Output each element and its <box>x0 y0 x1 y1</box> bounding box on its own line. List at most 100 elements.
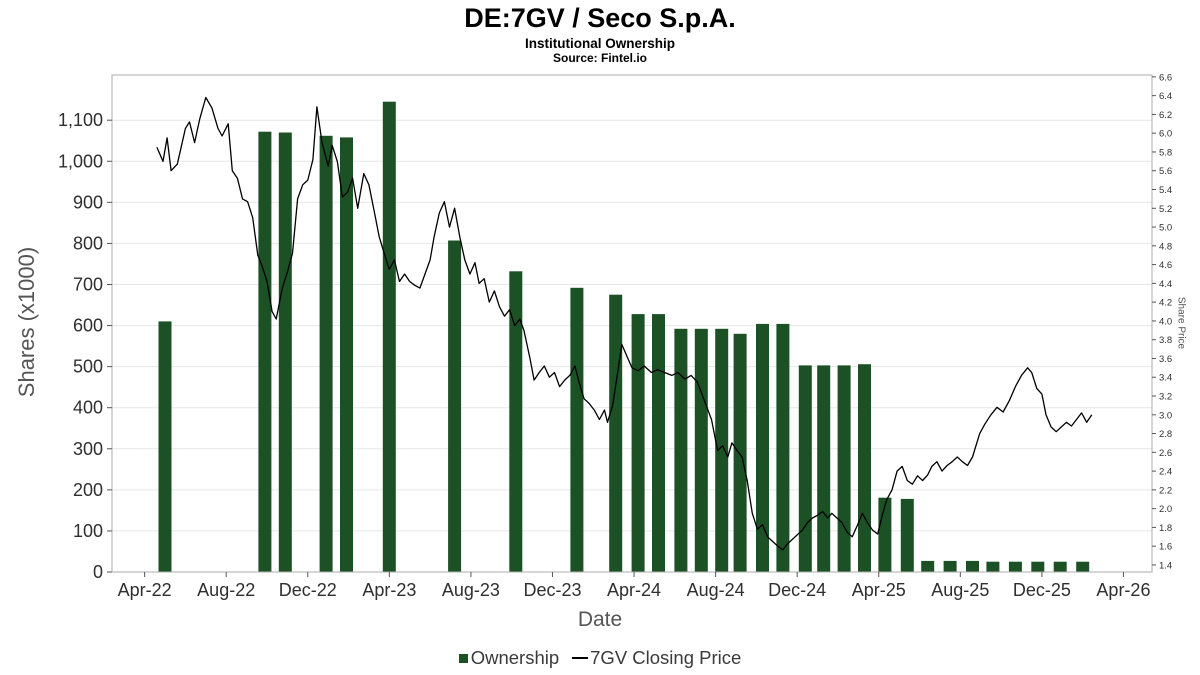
right-tick-label: 2.2 <box>1159 485 1172 496</box>
price-line-swatch <box>572 656 589 660</box>
right-tick-label: 6.0 <box>1159 129 1172 140</box>
ownership-bar <box>674 328 688 572</box>
price-line-path <box>156 96 1093 551</box>
x-axis-title: Date <box>577 608 623 631</box>
left-axis-title: Shares (x1000) <box>14 246 39 398</box>
chart-subtitle: Institutional Ownership <box>524 36 675 51</box>
right-tick-label: 2.8 <box>1159 429 1172 440</box>
x-tick-label: Apr-23 <box>362 580 416 600</box>
right-tick-label: 4.4 <box>1159 279 1172 290</box>
left-tick-label: 900 <box>73 192 103 212</box>
ownership-bar <box>837 365 851 572</box>
ownership-bar <box>448 240 462 572</box>
legend-item-ownership: Ownership <box>458 647 560 669</box>
ownership-bar <box>1053 561 1067 572</box>
ownership-bar <box>878 497 892 572</box>
ownership-bar <box>715 328 729 572</box>
x-tick-label: Dec-23 <box>523 580 581 600</box>
left-tick-label: 300 <box>73 439 103 459</box>
right-tick-label: 6.6 <box>1159 72 1172 83</box>
ownership-bar <box>382 101 396 572</box>
ownership-bar <box>1031 561 1045 572</box>
right-tick-label: 4.8 <box>1159 241 1172 252</box>
x-tick-label: Apr-25 <box>852 580 906 600</box>
ownership-bar <box>756 323 769 572</box>
ownership-bar <box>921 560 935 572</box>
x-tick-label: Aug-23 <box>442 580 500 600</box>
ownership-bar <box>900 498 914 572</box>
x-tick-label: Apr-24 <box>607 580 661 600</box>
legend-ownership-label: Ownership <box>470 647 560 668</box>
right-tick-label: 1.8 <box>1159 523 1172 534</box>
right-tick-label: 3.0 <box>1159 410 1172 421</box>
right-tick-label: 5.8 <box>1159 147 1172 158</box>
left-tick-label: 200 <box>73 480 103 500</box>
right-tick-label: 1.4 <box>1159 560 1172 571</box>
chart-title: DE:7GV / Seco S.p.A. <box>464 3 736 33</box>
left-tick-label: 700 <box>73 274 103 294</box>
left-tick-label: 1,100 <box>58 110 103 130</box>
ownership-bar <box>609 294 623 572</box>
right-tick-label: 6.4 <box>1159 91 1172 102</box>
ownership-bar <box>733 333 747 572</box>
ownership-bar <box>570 287 584 572</box>
right-tick-label: 5.2 <box>1159 204 1172 215</box>
ownership-bar <box>631 314 645 572</box>
right-tick-label: 2.4 <box>1159 467 1172 478</box>
left-tick-label: 1,000 <box>58 151 103 171</box>
ownership-bar <box>509 271 523 572</box>
right-tick-label: 3.8 <box>1159 335 1172 346</box>
chart-source: Source: Fintel.io <box>552 51 647 65</box>
legend-price-label: 7GV Closing Price <box>590 647 742 668</box>
x-tick-label: Dec-25 <box>1013 580 1071 600</box>
ownership-swatch <box>458 653 468 663</box>
x-tick-label: Aug-25 <box>931 580 989 600</box>
left-tick-label: 800 <box>73 233 103 253</box>
right-tick-label: 2.6 <box>1159 448 1172 459</box>
legend-item-closing-price: 7GV Closing Price <box>572 647 741 669</box>
right-tick-label: 4.6 <box>1159 260 1172 271</box>
ownership-bar <box>319 135 333 573</box>
ownership-bar <box>817 365 831 572</box>
x-tick-label: Dec-22 <box>279 580 337 600</box>
ownership-bar <box>776 323 790 572</box>
left-tick-label: 600 <box>73 316 103 336</box>
ownership-bar <box>1076 561 1090 572</box>
ownership-bar <box>943 560 957 572</box>
right-tick-label: 5.4 <box>1159 185 1172 196</box>
ownership-bar <box>694 328 708 572</box>
right-tick-label: 3.6 <box>1159 354 1172 365</box>
ownership-bar <box>1008 561 1022 572</box>
left-tick-label: 100 <box>73 521 103 541</box>
right-tick-label: 2.0 <box>1159 504 1172 515</box>
x-tick-label: Aug-22 <box>197 580 255 600</box>
ownership-bar <box>278 132 292 572</box>
left-tick-label: 0 <box>93 562 103 582</box>
ownership-bar <box>652 314 665 572</box>
ownership-bar <box>986 561 1000 572</box>
ownership-bar <box>798 365 812 572</box>
legend: Ownership 7GV Closing Price <box>0 647 1200 669</box>
ownership-bars <box>158 101 1090 573</box>
left-tick-label: 400 <box>73 398 103 418</box>
right-tick-label: 1.6 <box>1159 542 1172 553</box>
ownership-bar <box>340 137 353 572</box>
ownership-bar <box>858 364 871 572</box>
right-tick-label: 3.2 <box>1159 392 1172 403</box>
ownership-bar <box>258 131 272 572</box>
right-tick-label: 6.2 <box>1159 110 1172 121</box>
axis-ticks: 0 100 200 300 400 500 600 700 800 900 1,000 1,100 Ap… <box>58 72 1172 600</box>
right-axis-title: Share Price <box>1175 296 1187 350</box>
left-tick-label: 500 <box>73 357 103 377</box>
x-tick-label: Apr-22 <box>118 580 172 600</box>
x-tick-label: Apr-26 <box>1096 580 1150 600</box>
right-tick-label: 5.6 <box>1159 166 1172 177</box>
right-tick-label: 5.0 <box>1159 223 1172 234</box>
ownership-bar <box>158 321 172 572</box>
ownership-bar <box>966 560 979 572</box>
plot-border <box>111 74 1153 573</box>
right-tick-label: 3.4 <box>1159 373 1172 384</box>
x-tick-label: Aug-24 <box>687 580 745 600</box>
